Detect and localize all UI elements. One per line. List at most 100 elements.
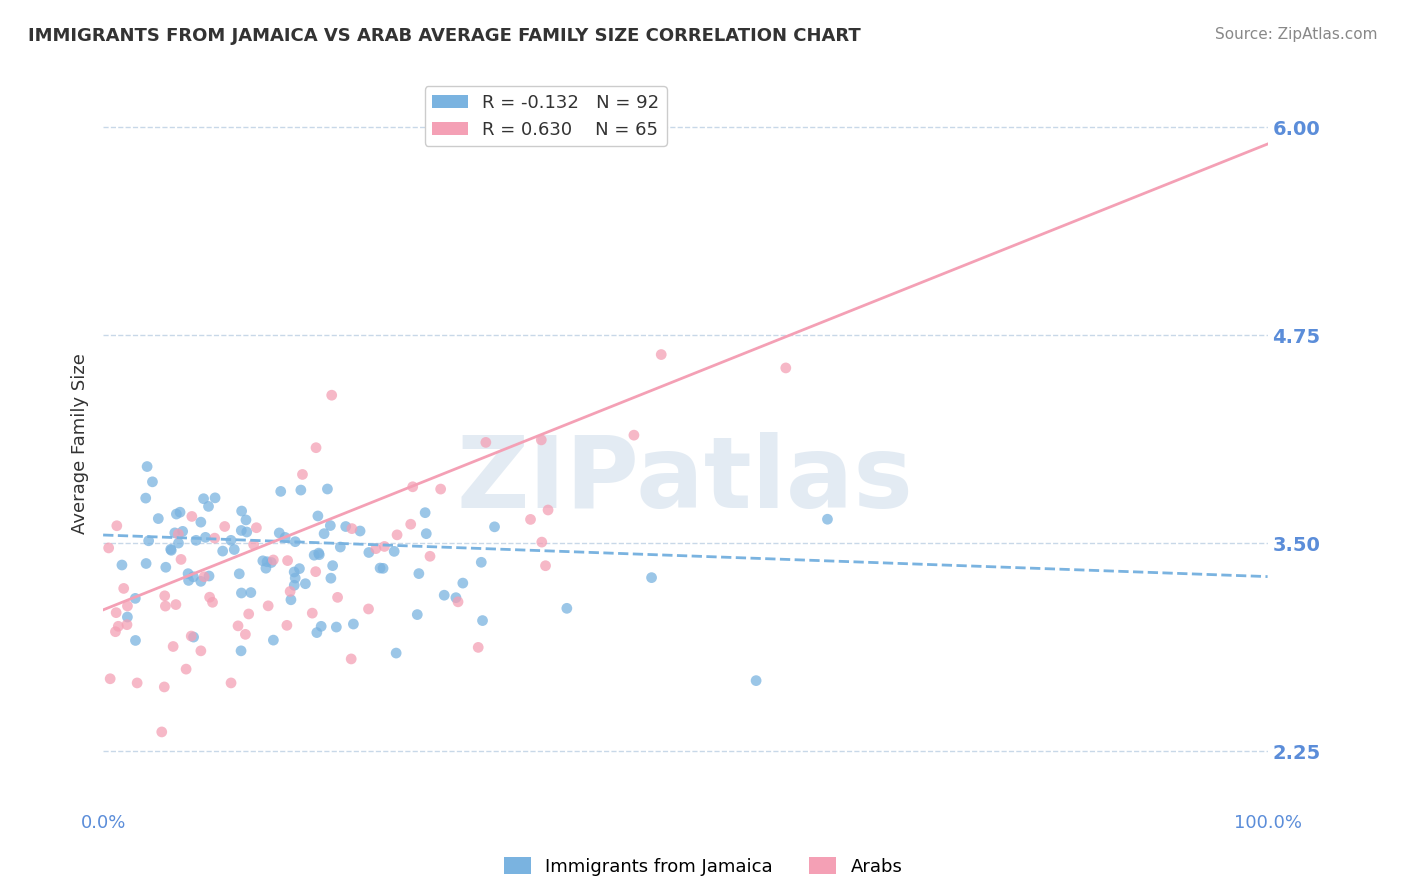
Point [408,566,430,581]
Point [280,592,302,607]
Point [254,561,277,575]
Point [115,617,138,632]
Point [169,505,191,519]
Point [231,524,253,538]
Point [219,676,242,690]
Point [190,515,212,529]
Point [219,533,242,548]
Point [235,524,257,539]
Point [177,566,200,581]
Point [335,519,357,533]
Point [204,531,226,545]
Point [193,491,215,506]
Point [650,347,672,361]
Point [775,360,797,375]
Point [239,585,262,599]
Point [226,619,249,633]
Legend: Immigrants from Jamaica, Arabs: Immigrants from Jamaica, Arabs [496,850,910,883]
Point [290,483,312,497]
Point [184,533,207,548]
Point [167,536,190,550]
Point [316,482,339,496]
Point [307,508,329,523]
Point [368,561,391,575]
Point [252,554,274,568]
Point [162,640,184,654]
Point [107,619,129,633]
Point [745,673,768,688]
Point [180,629,202,643]
Point [329,540,352,554]
Y-axis label: Average Family Size: Average Family Size [72,353,89,534]
Point [269,525,291,540]
Point [112,582,135,596]
Text: ZIPatlas: ZIPatlas [457,432,914,529]
Point [163,525,186,540]
Point [419,549,441,564]
Point [467,640,489,655]
Point [183,630,205,644]
Point [530,433,553,447]
Point [148,511,170,525]
Point [475,435,498,450]
Point [155,560,177,574]
Point [340,652,363,666]
Point [235,513,257,527]
Point [340,522,363,536]
Point [204,491,226,505]
Point [534,558,557,573]
Point [201,595,224,609]
Point [193,570,215,584]
Point [530,535,553,549]
Point [309,619,332,633]
Point [623,428,645,442]
Point [190,644,212,658]
Point [406,607,429,622]
Point [413,506,436,520]
Text: Source: ZipAtlas.com: Source: ZipAtlas.com [1215,27,1378,42]
Point [198,591,221,605]
Point [470,555,492,569]
Point [277,553,299,567]
Point [238,607,260,621]
Point [127,676,149,690]
Point [284,571,307,585]
Point [177,574,200,588]
Point [305,441,328,455]
Point [194,530,217,544]
Point [167,527,190,541]
Point [447,595,470,609]
Point [274,530,297,544]
Point [283,578,305,592]
Point [322,558,344,573]
Point [385,528,408,542]
Point [288,561,311,575]
Point [373,540,395,554]
Point [319,571,342,585]
Legend: R = -0.132   N = 92, R = 0.630    N = 65: R = -0.132 N = 92, R = 0.630 N = 65 [425,87,666,146]
Point [283,565,305,579]
Point [305,565,328,579]
Point [817,512,839,526]
Point [235,627,257,641]
Point [382,544,405,558]
Point [325,620,347,634]
Point [385,646,408,660]
Point [257,599,280,613]
Point [153,589,176,603]
Point [245,521,267,535]
Point [197,500,219,514]
Point [326,591,349,605]
Point [291,467,314,482]
Point [262,553,284,567]
Point [357,602,380,616]
Point [371,561,394,575]
Point [170,552,193,566]
Point [484,520,506,534]
Point [433,588,456,602]
Point [471,614,494,628]
Point [314,526,336,541]
Point [231,504,253,518]
Point [429,482,451,496]
Point [302,548,325,562]
